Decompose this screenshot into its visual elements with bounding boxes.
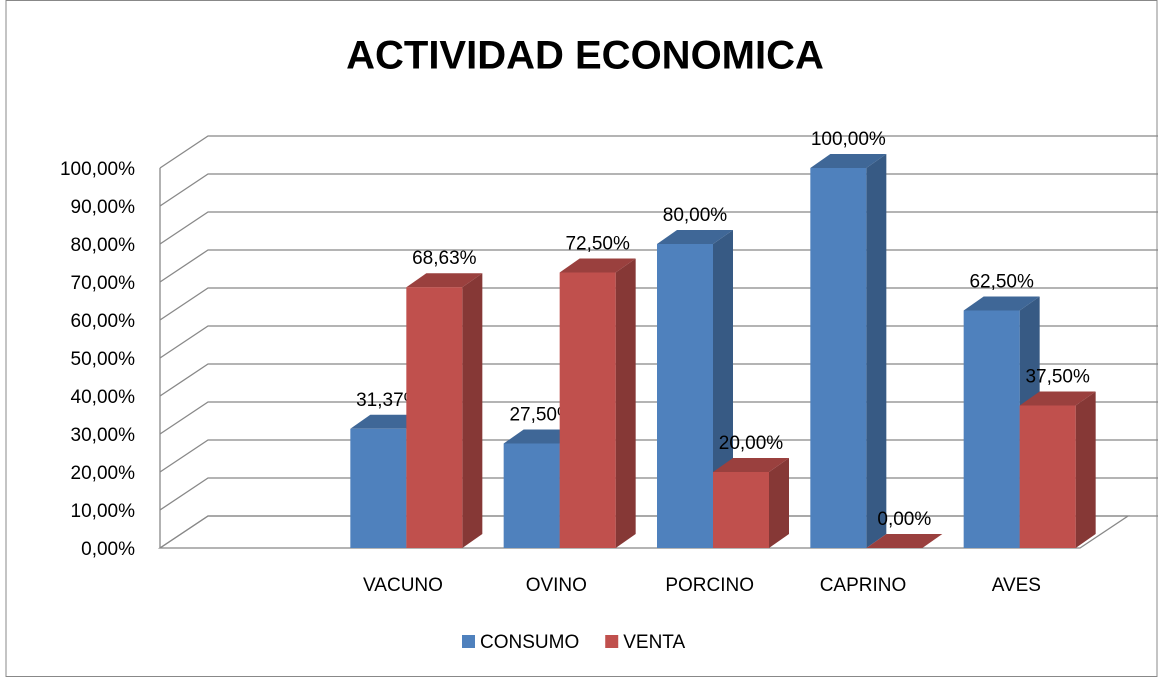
y-tick-label: 60,00% — [71, 311, 136, 332]
x-tick-label: PORCINO — [665, 575, 754, 596]
bar — [963, 310, 1020, 548]
y-tick-label: 90,00% — [71, 197, 136, 218]
value-label: 27,50% — [509, 405, 574, 426]
bar-side — [1075, 391, 1096, 548]
y-tick-label: 80,00% — [71, 235, 136, 256]
bar — [713, 472, 769, 548]
y-tick-label: 70,00% — [71, 273, 136, 294]
y-tick-label: 10,00% — [71, 501, 136, 522]
y-tick-label: 30,00% — [71, 425, 136, 446]
bar-top — [866, 534, 943, 548]
value-label: 80,00% — [663, 205, 728, 226]
value-label: 68,63% — [412, 248, 477, 269]
bar-top — [657, 230, 733, 244]
bar — [1019, 405, 1076, 548]
y-tick-label: 0,00% — [81, 539, 135, 560]
value-label: 0,00% — [877, 509, 931, 530]
y-tick-label: 50,00% — [71, 349, 136, 370]
bar-top — [963, 296, 1040, 311]
bar-side — [462, 273, 483, 548]
x-tick-label: CAPRINO — [820, 575, 907, 596]
legend-label: VENTA — [623, 632, 685, 653]
bar-top — [559, 258, 636, 273]
bar — [559, 272, 616, 548]
legend-swatch — [462, 635, 475, 648]
y-tick-label: 100,00% — [60, 159, 135, 180]
bar-side — [615, 258, 636, 548]
bar-top — [1019, 391, 1096, 406]
value-label: 72,50% — [565, 234, 630, 255]
bar-side — [866, 154, 887, 548]
x-tick-label: AVES — [992, 575, 1041, 596]
x-tick-label: VACUNO — [363, 575, 443, 596]
bar — [350, 428, 407, 548]
bar — [406, 287, 463, 548]
value-label: 37,50% — [1025, 367, 1090, 388]
chart-title: ACTIVIDAD ECONOMICA — [346, 34, 824, 78]
bar-top — [810, 154, 887, 168]
value-label: 31,37% — [356, 390, 421, 411]
y-tick-label: 20,00% — [71, 463, 136, 484]
bar — [657, 244, 713, 548]
legend-swatch — [605, 635, 619, 648]
value-label: 100,00% — [811, 129, 886, 150]
x-tick-label: OVINO — [526, 575, 587, 596]
bar — [503, 443, 560, 548]
bar-top — [713, 458, 789, 472]
legend-label: CONSUMO — [480, 632, 579, 653]
value-label: 20,00% — [719, 433, 784, 454]
bar — [810, 168, 867, 548]
grid-line — [159, 135, 1158, 169]
bar-top — [406, 273, 483, 288]
value-label: 62,50% — [969, 272, 1034, 293]
bar-side — [769, 458, 789, 548]
y-tick-label: 40,00% — [71, 387, 136, 408]
